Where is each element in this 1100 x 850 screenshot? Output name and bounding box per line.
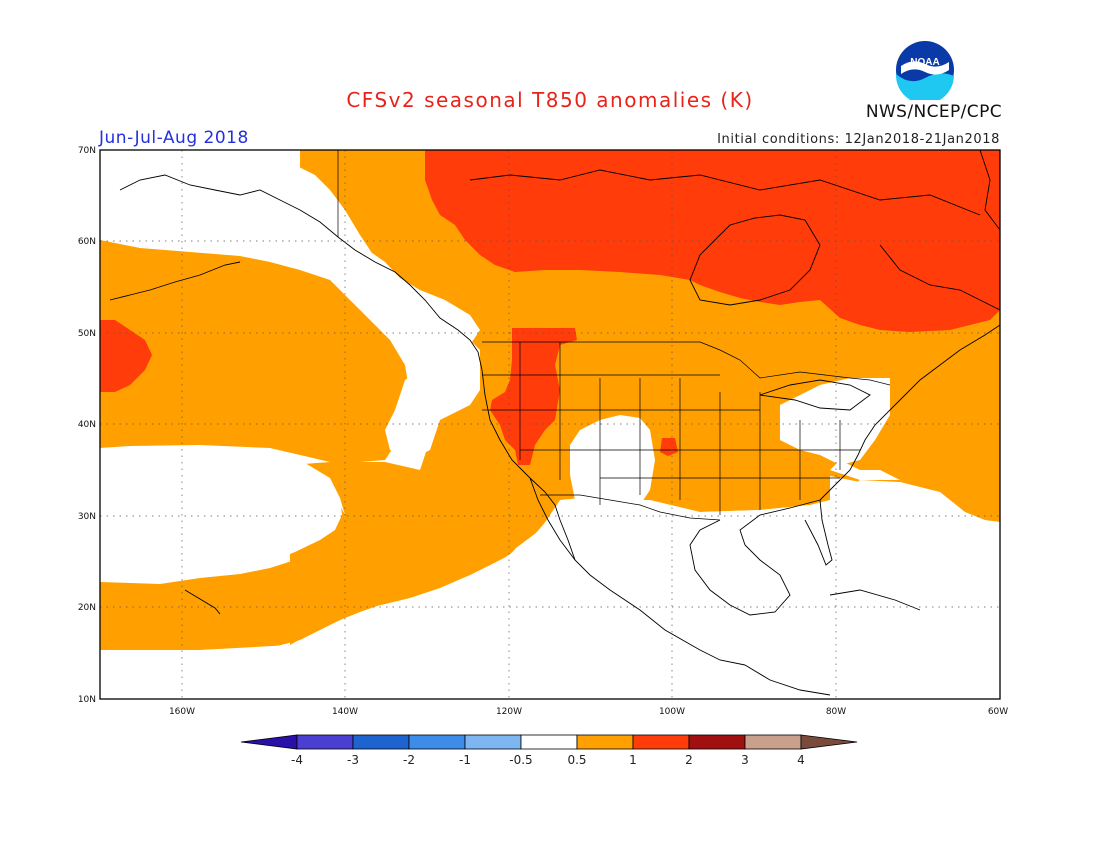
lat-label: 10N [78, 695, 96, 705]
noaa-logo-icon: NOAA [895, 41, 954, 100]
lon-label: 120W [496, 707, 522, 717]
agency-label: NWS/NCEP/CPC [865, 102, 1002, 122]
colorbar-label: -0.5 [509, 753, 532, 767]
lat-label: 70N [78, 146, 96, 156]
lon-label: 160W [169, 707, 195, 717]
colorbar-label: 4 [797, 753, 805, 767]
coastline-west-us [477, 351, 746, 666]
border-us-mexico [540, 494, 721, 521]
colorbar-swatch [352, 734, 410, 750]
lat-label: 40N [78, 420, 96, 430]
lat-label: 20N [78, 603, 96, 613]
anomaly-region-west-us-red [490, 328, 577, 465]
initial-conditions-label: Initial conditions: 12Jan2018-21Jan2018 [717, 132, 1000, 147]
lon-label: 80W [826, 707, 846, 717]
coastline-florida [804, 499, 833, 566]
coastline-alaska [119, 174, 479, 353]
colorbar-label: 0.5 [567, 753, 586, 767]
graticule [100, 150, 1000, 699]
anomaly-shading [100, 150, 1000, 699]
colorbar-swatch [632, 734, 690, 750]
lat-label: 60N [78, 237, 96, 247]
colorbar-swatch [576, 734, 634, 750]
coastline-great-lakes [759, 379, 871, 411]
neutral-region-pacific-lobe [100, 446, 342, 582]
colorbar-labels: -4 -3 -2 -1 -0.5 0.5 1 2 3 4 [291, 753, 805, 767]
colorbar-label: -1 [459, 753, 471, 767]
coastline-greenland [979, 150, 1000, 231]
lat-label: 30N [78, 512, 96, 522]
colorbar-swatch [296, 734, 354, 750]
coastline-gulf-mexico [689, 499, 821, 616]
anomaly-region-pacific-north [100, 240, 410, 462]
border-us-canada [482, 341, 891, 386]
lat-label: 50N [78, 329, 96, 339]
coastline-east-us [819, 324, 1000, 501]
season-label: Jun-Jul-Aug 2018 [99, 128, 249, 148]
lon-label: 60W [988, 707, 1008, 717]
map-title: CFSv2 seasonal T850 anomalies (K) [346, 88, 754, 112]
colorbar-swatch [240, 734, 298, 750]
colorbar-label: 1 [629, 753, 637, 767]
coastline-central-america [744, 664, 831, 696]
neutral-region-alaska-coast [100, 150, 480, 345]
longitude-labels: 160W 140W 120W 100W 80W 60W [169, 707, 1008, 717]
colorbar-label: 2 [685, 753, 693, 767]
neutral-region-great-lakes [780, 378, 890, 465]
coastline-baja [529, 477, 576, 561]
political-borders [337, 150, 891, 521]
anomaly-region-plains-red [660, 438, 678, 456]
neutral-region-south [100, 480, 1000, 699]
colorbar-label: -3 [347, 753, 359, 767]
coastline-arctic-islands [469, 169, 981, 216]
coastline-hudson-bay [689, 214, 821, 306]
neutral-region-bc-coast [385, 370, 440, 460]
colorbar-label: 3 [741, 753, 749, 767]
latitude-labels: 70N 60N 50N 40N 30N 20N 10N [78, 146, 96, 705]
coastline-hawaii [184, 589, 221, 615]
colorbar-swatch [800, 734, 858, 750]
anomaly-region-pacific-red [100, 320, 152, 392]
colorbar-swatch [408, 734, 466, 750]
colorbar-label: -2 [403, 753, 415, 767]
colorbar-label: -4 [291, 753, 303, 767]
lon-label: 140W [332, 707, 358, 717]
coastlines [109, 150, 1000, 696]
colorbar [240, 734, 858, 750]
neutral-region-southwest [570, 415, 655, 505]
colorbar-swatch [744, 734, 802, 750]
colorbar-swatch [464, 734, 522, 750]
state-borders-grid [482, 342, 860, 515]
colorbar-swatch [520, 734, 578, 750]
coastline-aleutians [109, 261, 241, 301]
logo-text: NOAA [910, 57, 939, 68]
lon-label: 100W [659, 707, 685, 717]
coastline-cuba [829, 589, 921, 611]
map-frame [99, 149, 1001, 700]
colorbar-swatch [688, 734, 746, 750]
coastline-labrador [879, 244, 1000, 311]
